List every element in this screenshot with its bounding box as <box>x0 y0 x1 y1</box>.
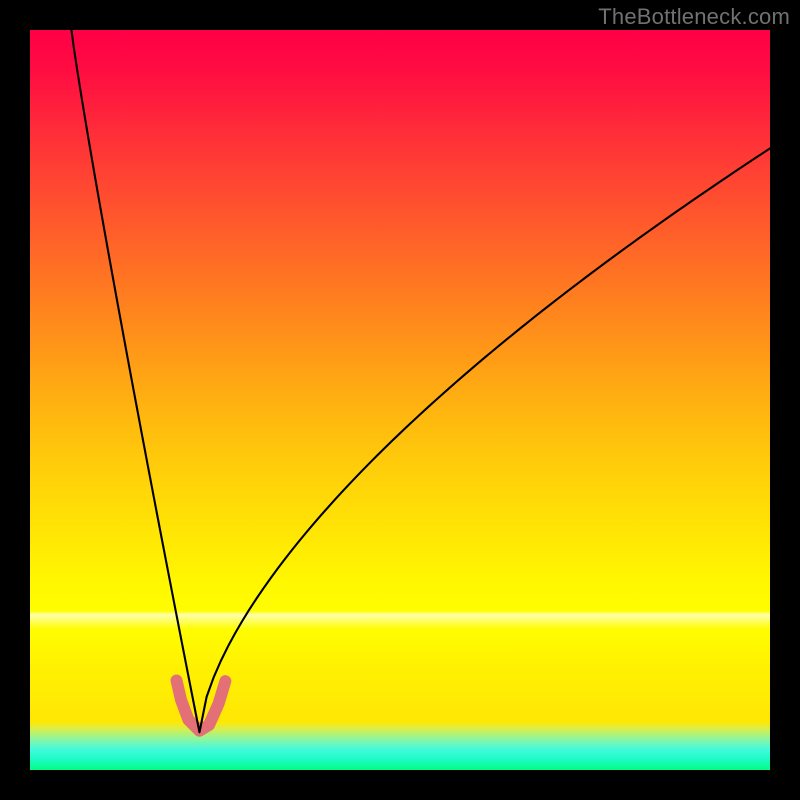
bottleneck-curve <box>71 30 770 732</box>
curves-layer <box>30 30 770 770</box>
plot-area <box>30 30 770 770</box>
chart-stage: TheBottleneck.com <box>0 0 800 800</box>
